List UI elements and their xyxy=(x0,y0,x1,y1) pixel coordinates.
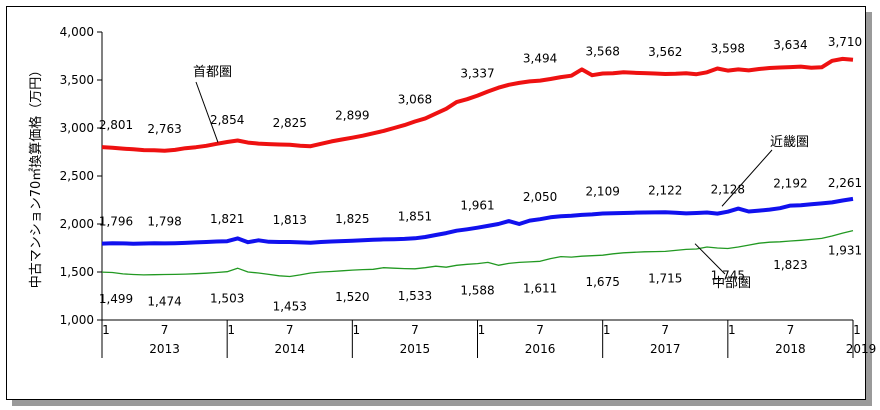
data-label-kinki: 2,122 xyxy=(648,183,682,197)
x-tick-label: 1 xyxy=(728,323,736,337)
y-tick-label: 1,500 xyxy=(60,265,94,279)
y-tick-label: 3,500 xyxy=(60,73,94,87)
y-tick-label: 2,500 xyxy=(60,169,94,183)
x-tick-label: 1 xyxy=(478,323,486,337)
data-label-kinki: 2,109 xyxy=(585,185,619,199)
x-tick-label: 7 xyxy=(661,323,669,337)
series-name-shuto: 首都圏 xyxy=(193,65,232,80)
y-axis-label: 中古マンション70㎡換算価格（万円） xyxy=(28,64,44,289)
data-label-shuto: 3,710 xyxy=(828,35,862,49)
y-tick-label: 2,000 xyxy=(60,217,94,231)
data-label-shuto: 3,568 xyxy=(585,44,619,58)
pointer-chubu xyxy=(694,243,726,275)
data-label-shuto: 2,825 xyxy=(273,116,307,130)
x-tick-label: 7 xyxy=(286,323,294,337)
x-tick-label: 1 xyxy=(853,323,861,337)
data-label-chubu: 1,453 xyxy=(273,300,307,314)
data-label-chubu: 1,520 xyxy=(335,290,369,304)
series-line-kinki xyxy=(101,196,854,246)
data-label-shuto: 3,068 xyxy=(398,92,432,106)
year-label: 2016 xyxy=(525,342,556,356)
data-label-kinki: 1,798 xyxy=(147,214,181,228)
series-annotations: 首都圏 近畿圏 中部圏 xyxy=(193,65,809,291)
year-label: 2015 xyxy=(400,342,431,356)
data-label-chubu: 1,503 xyxy=(210,292,244,306)
year-label: 2017 xyxy=(650,342,681,356)
data-label-kinki: 1,796 xyxy=(99,215,133,229)
data-label-kinki: 2,261 xyxy=(828,176,862,190)
pointer-kinki xyxy=(721,149,773,207)
data-label-shuto: 3,598 xyxy=(711,42,745,56)
series-name-chubu: 中部圏 xyxy=(712,276,751,291)
data-label-kinki: 1,961 xyxy=(460,199,494,213)
data-label-shuto: 3,562 xyxy=(648,45,682,59)
chart-frame xyxy=(6,6,866,400)
data-label-chubu: 1,931 xyxy=(828,244,862,258)
y-tick-labels: 1,000 1,500 2,000 2,500 3,000 3,500 4,000 xyxy=(60,25,102,327)
data-label-kinki: 2,050 xyxy=(523,190,557,204)
x-tick-label: 7 xyxy=(536,323,544,337)
data-label-shuto: 2,763 xyxy=(147,122,181,136)
x-tick-label: 7 xyxy=(787,323,795,337)
data-label-chubu: 1,499 xyxy=(99,292,133,306)
x-tick-label: 1 xyxy=(227,323,235,337)
x-tick-label: 7 xyxy=(161,323,169,337)
series-lines xyxy=(101,56,854,278)
data-label-shuto: 2,899 xyxy=(335,109,369,123)
data-label-chubu: 1,823 xyxy=(773,258,807,272)
data-label-shuto: 2,801 xyxy=(99,118,133,132)
data-label-chubu: 1,474 xyxy=(147,294,181,308)
y-tick-label: 4,000 xyxy=(60,25,94,39)
data-label-kinki: 1,851 xyxy=(398,209,432,223)
series-line-shuto xyxy=(101,56,854,153)
year-label: 2014 xyxy=(274,342,305,356)
data-label-kinki: 1,813 xyxy=(273,213,307,227)
data-label-shuto: 3,634 xyxy=(773,38,807,52)
data-label-shuto: 3,494 xyxy=(523,52,557,66)
data-label-shuto: 2,854 xyxy=(210,113,244,127)
data-label-chubu: 1,588 xyxy=(460,284,494,298)
pointer-shuto xyxy=(195,81,219,143)
data-labels: 2,801 2,763 2,854 2,825 2,899 3,068 3,337 3,494… xyxy=(99,35,862,314)
data-label-chubu: 1,715 xyxy=(648,271,682,285)
data-label-chubu: 1,675 xyxy=(585,275,619,289)
series-name-kinki: 近畿圏 xyxy=(770,135,809,150)
data-label-chubu: 1,745 xyxy=(711,268,745,282)
x-tick-label: 1 xyxy=(102,323,110,337)
data-label-kinki: 2,192 xyxy=(773,177,807,191)
year-label: 2018 xyxy=(775,342,806,356)
x-tick-label: 1 xyxy=(603,323,611,337)
year-label: 2013 xyxy=(149,342,180,356)
data-label-shuto: 3,337 xyxy=(460,67,494,81)
data-label-kinki: 1,821 xyxy=(210,212,244,226)
x-tick-label: 7 xyxy=(411,323,419,337)
year-label: 2019 xyxy=(846,342,877,356)
data-label-chubu: 1,611 xyxy=(523,281,557,295)
data-label-chubu: 1,533 xyxy=(398,289,432,303)
x-tick-label: 1 xyxy=(353,323,361,337)
series-line-chubu xyxy=(101,229,854,278)
data-label-kinki: 2,128 xyxy=(711,183,745,197)
y-tick-label: 3,000 xyxy=(60,121,94,135)
data-label-kinki: 1,825 xyxy=(335,212,369,226)
y-tick-label: 1,000 xyxy=(60,313,94,327)
x-tick-labels: 1 7 2013 1 7 2014 1 7 2015 1 7 2016 1 7 2017 1 7 2018 1 201… xyxy=(101,320,877,358)
